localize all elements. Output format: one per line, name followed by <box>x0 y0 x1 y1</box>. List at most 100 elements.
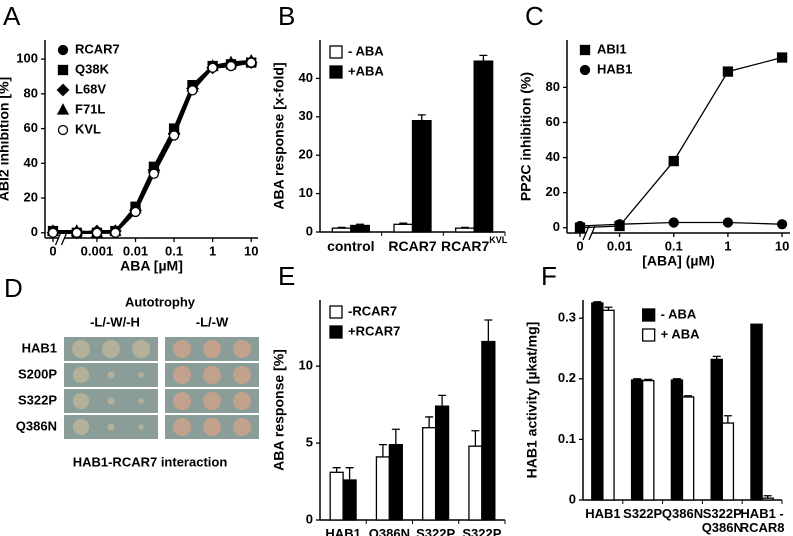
legend-swatch <box>329 65 343 79</box>
y-tick-label: 20 <box>546 184 560 199</box>
legend-label: - ABA <box>661 306 697 321</box>
x-tick-line: S322P <box>462 526 501 536</box>
x-tick-label: 10 <box>775 238 789 253</box>
error-bar <box>345 467 354 480</box>
x-tick-line: RCAR8 <box>740 520 785 535</box>
x-tick-label: 0.01 <box>607 238 632 253</box>
colony <box>173 340 191 358</box>
series-line <box>579 221 783 227</box>
x-tick-label: Q386N <box>662 506 703 521</box>
error-bar <box>438 394 447 407</box>
colony <box>138 424 144 430</box>
y-axis-title: ABA response [%] <box>271 349 287 471</box>
axis-break-gap <box>586 229 592 237</box>
legend-label: RCAR7 <box>75 41 120 56</box>
marker <box>56 83 70 97</box>
bar <box>455 227 475 233</box>
d-column: -L/-W/-H <box>90 314 140 329</box>
legend-label: HAB1 <box>597 61 632 76</box>
bar <box>591 302 604 501</box>
panel-label: C <box>525 1 544 31</box>
legend-label: KVL <box>75 121 101 136</box>
x-tick-label: HAB1 -RCAR8 <box>740 506 785 535</box>
bar <box>434 405 450 521</box>
panel-d: D Autotrophy -L/-W/-H -L/-W HAB1 S200P S… <box>4 273 259 469</box>
y-tick-label: 0 <box>569 491 576 506</box>
y-tick-label: 40 <box>24 155 38 170</box>
error-bar <box>391 428 400 445</box>
bar <box>411 119 432 233</box>
error-bar <box>399 222 408 225</box>
colony <box>233 418 251 436</box>
error-bar <box>378 443 387 457</box>
panel-label: E <box>278 261 295 291</box>
legend-label: Q38K <box>75 61 110 76</box>
x-tick-label: 1 <box>724 238 731 253</box>
y-tick-label: 60 <box>546 114 560 129</box>
bar <box>422 427 437 521</box>
colony <box>173 418 191 436</box>
error-bar <box>723 415 732 424</box>
axis-break-gap <box>58 234 65 242</box>
error-bar <box>479 54 488 62</box>
marker <box>71 227 82 238</box>
marker <box>668 155 679 167</box>
x-tick-line: HAB1 <box>325 526 360 536</box>
colony <box>132 340 150 358</box>
panel-label: B <box>278 1 295 31</box>
bar <box>710 358 723 501</box>
colony <box>233 392 251 410</box>
bar <box>331 227 352 233</box>
error-bar <box>484 319 493 342</box>
x-tick-line: HAB1 <box>585 506 620 521</box>
bar <box>342 479 357 521</box>
error-bar <box>337 226 346 229</box>
error-bar <box>684 395 693 397</box>
y-tick-label: 0.3 <box>558 310 576 325</box>
colony <box>138 398 144 404</box>
y-tick-label: 0 <box>31 224 38 239</box>
error-bar <box>763 495 772 499</box>
error-bar <box>417 114 426 121</box>
legend-swatch <box>329 325 343 339</box>
error-bar <box>471 430 480 447</box>
colony <box>102 340 120 358</box>
x-tick-label: 1 <box>209 243 216 258</box>
marker <box>91 227 103 238</box>
d-caption: HAB1-RCAR7 interaction <box>73 454 228 469</box>
x-tick-line: S322P <box>416 526 455 536</box>
colony <box>173 366 191 384</box>
y-tick-label: 20 <box>299 147 313 162</box>
axis-break <box>582 225 590 241</box>
panel-label: D <box>4 273 23 303</box>
colony <box>203 418 221 436</box>
x-tick-line: S322P <box>703 506 742 521</box>
legend-swatch <box>642 308 656 322</box>
x-tick-superscript: KVL <box>489 235 508 245</box>
legend-swatch <box>642 328 656 342</box>
marker <box>187 85 198 96</box>
colony <box>107 397 115 405</box>
d-title: Autotrophy <box>125 294 196 309</box>
legend-label: L68V <box>75 81 106 96</box>
panel-label: A <box>3 1 21 31</box>
colony <box>203 366 221 384</box>
colony <box>203 392 221 410</box>
y-tick-label: 40 <box>299 70 313 85</box>
error-bar <box>460 226 469 229</box>
y-tick-label: 20 <box>24 189 38 204</box>
series-line <box>579 56 783 229</box>
colony <box>107 371 115 379</box>
bar <box>329 471 344 521</box>
y-axis-title: HAB1 activity [µkat/mg] <box>524 322 540 479</box>
y-axis-title: PP2C inhibition (%) <box>518 72 534 201</box>
bar <box>473 60 494 233</box>
colony <box>138 372 144 378</box>
marker <box>614 219 625 230</box>
colony <box>203 340 221 358</box>
x-tick-label: RCAR7KVL <box>441 235 508 253</box>
legend-swatch <box>329 305 343 319</box>
marker <box>722 66 734 77</box>
colony <box>72 366 90 384</box>
